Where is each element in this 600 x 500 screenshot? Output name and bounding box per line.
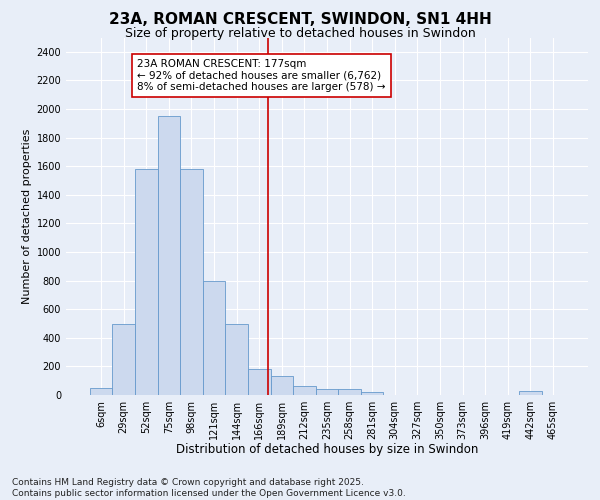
Bar	[203, 280, 226, 395]
Text: 23A ROMAN CRESCENT: 177sqm
← 92% of detached houses are smaller (6,762)
8% of se: 23A ROMAN CRESCENT: 177sqm ← 92% of deta…	[137, 59, 386, 92]
Bar	[361, 392, 383, 395]
Bar	[248, 370, 271, 395]
Bar	[338, 390, 361, 395]
Text: Contains HM Land Registry data © Crown copyright and database right 2025.
Contai: Contains HM Land Registry data © Crown c…	[12, 478, 406, 498]
Bar	[293, 386, 316, 395]
Bar	[519, 392, 542, 395]
Bar	[316, 390, 338, 395]
Bar	[90, 388, 112, 395]
Bar	[135, 169, 158, 395]
Bar	[271, 376, 293, 395]
Bar	[112, 324, 135, 395]
X-axis label: Distribution of detached houses by size in Swindon: Distribution of detached houses by size …	[176, 444, 478, 456]
Text: Size of property relative to detached houses in Swindon: Size of property relative to detached ho…	[125, 28, 475, 40]
Bar	[226, 324, 248, 395]
Bar	[158, 116, 180, 395]
Text: 23A, ROMAN CRESCENT, SWINDON, SN1 4HH: 23A, ROMAN CRESCENT, SWINDON, SN1 4HH	[109, 12, 491, 28]
Bar	[180, 169, 203, 395]
Y-axis label: Number of detached properties: Number of detached properties	[22, 128, 32, 304]
